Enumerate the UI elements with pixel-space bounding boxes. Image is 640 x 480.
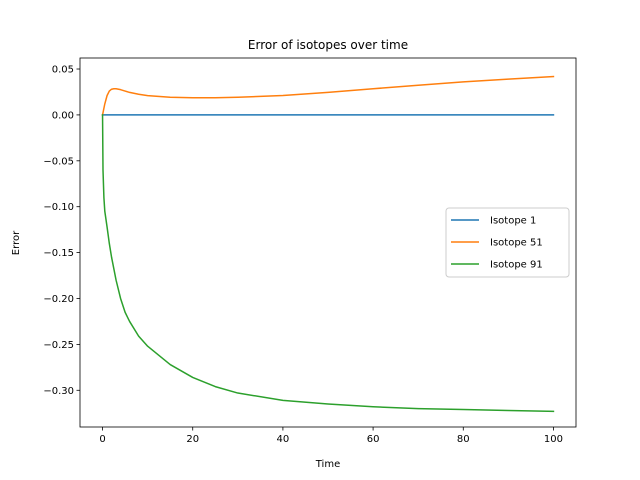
y-tick-label: 0.00 <box>52 110 74 121</box>
x-tick-label: 60 <box>367 434 380 445</box>
x-axis: 0 20 40 60 80 100 <box>99 427 563 445</box>
x-tick-label: 20 <box>186 434 199 445</box>
plot-frame <box>79 57 577 428</box>
y-axis-label: Error <box>11 230 22 255</box>
y-tick-label: −0.20 <box>43 294 74 305</box>
x-axis-label: Time <box>315 459 340 470</box>
plot-area <box>101 75 555 413</box>
y-axis: 0.05 0.00 −0.05 −0.10 −0.15 −0.20 −0.25 −0.30 <box>43 65 80 397</box>
legend-label-3: Isotope 91 <box>490 260 543 271</box>
chart-title: Error of isotopes over time <box>248 38 408 52</box>
y-tick-label: −0.30 <box>43 386 74 397</box>
y-tick-label: −0.10 <box>43 202 74 213</box>
legend: Isotope 1 Isotope 51 Isotope 91 <box>445 207 570 278</box>
y-tick-label: −0.25 <box>43 340 74 351</box>
series-line-2 <box>101 75 555 116</box>
legend-box <box>445 207 570 278</box>
series-line-3 <box>101 114 555 413</box>
x-tick-label: 100 <box>544 434 563 445</box>
y-tick-label: −0.15 <box>43 248 74 259</box>
legend-label-1: Isotope 1 <box>490 216 536 227</box>
y-tick-label: 0.05 <box>52 65 74 76</box>
x-tick-label: 40 <box>277 434 290 445</box>
x-tick-label: 80 <box>457 434 470 445</box>
x-tick-label: 0 <box>99 434 105 445</box>
y-tick-label: −0.05 <box>43 156 74 167</box>
legend-label-2: Isotope 51 <box>490 238 543 249</box>
